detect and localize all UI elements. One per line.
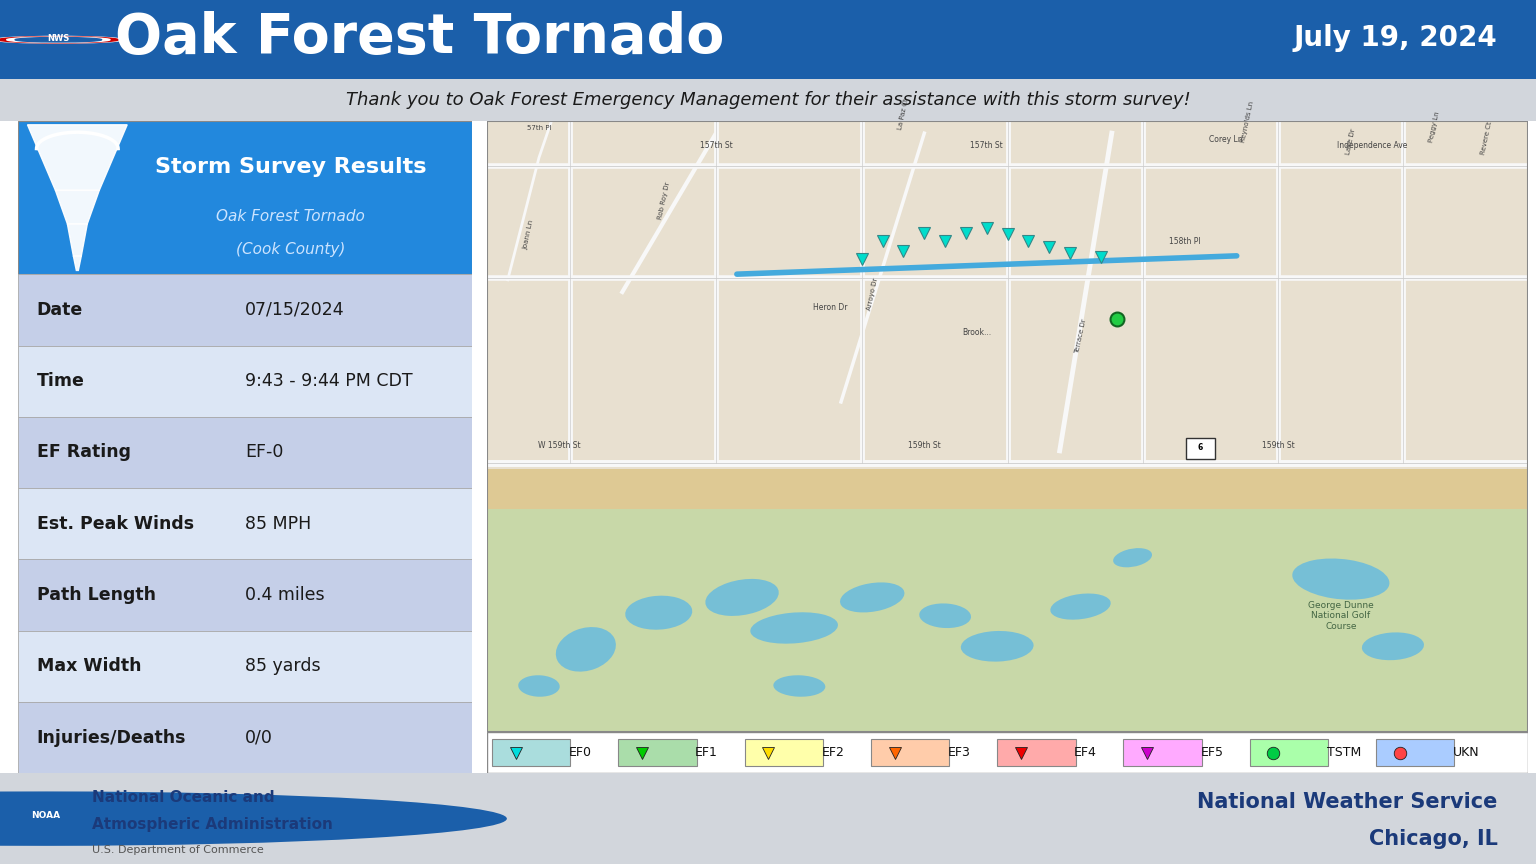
Text: Oak Forest Tornado: Oak Forest Tornado [217,208,364,224]
Text: Brook...: Brook... [962,327,991,337]
Text: 157th St: 157th St [971,141,1003,149]
Text: George Dunne
National Golf
Course: George Dunne National Golf Course [1309,600,1373,631]
Text: Path Length: Path Length [37,586,155,604]
Text: 159th St: 159th St [1263,441,1295,450]
Text: National Oceanic and: National Oceanic and [92,791,275,805]
Ellipse shape [556,627,616,671]
Text: EF0: EF0 [568,746,591,759]
Text: Injuries/Deaths: Injuries/Deaths [37,728,186,746]
Text: 07/15/2024: 07/15/2024 [246,301,344,319]
Ellipse shape [625,595,693,630]
Text: U.S. Department of Commerce: U.S. Department of Commerce [92,845,264,855]
Text: Max Width: Max Width [37,658,141,676]
Text: 6: 6 [1198,443,1203,452]
Bar [18,121,472,274]
Text: Atmospheric Administration: Atmospheric Administration [92,817,333,833]
Text: Corey Ln: Corey Ln [1209,135,1243,143]
Circle shape [6,37,111,42]
Text: Time: Time [37,372,84,391]
Text: Thank you to Oak Forest Emergency Management for their assistance with this stor: Thank you to Oak Forest Emergency Manage… [346,92,1190,109]
Ellipse shape [1292,558,1390,600]
Polygon shape [55,190,100,224]
Bar [18,346,472,416]
FancyBboxPatch shape [619,739,697,766]
Text: (Cook County): (Cook County) [235,242,346,257]
Text: TSTM: TSTM [1327,746,1361,759]
Text: 0/0: 0/0 [246,728,273,746]
Bar [18,488,472,559]
Bar [18,274,472,346]
Text: 159th St: 159th St [908,441,940,450]
Text: Rob Roy Dr: Rob Roy Dr [657,181,671,219]
Text: EF Rating: EF Rating [37,443,131,461]
FancyBboxPatch shape [1250,739,1329,766]
Text: 157th St: 157th St [699,141,733,149]
Bar [18,416,472,488]
Text: 85 yards: 85 yards [246,658,321,676]
Text: Independence Ave: Independence Ave [1336,141,1407,149]
Ellipse shape [750,613,839,644]
Text: Reynolds Ln: Reynolds Ln [1240,100,1255,143]
Text: Revere Ct: Revere Ct [1481,121,1493,155]
Bar [487,469,1528,509]
Polygon shape [28,124,127,190]
Ellipse shape [962,631,1034,662]
Text: Date: Date [37,301,83,319]
Ellipse shape [1114,548,1152,568]
Text: NOAA: NOAA [32,810,60,820]
Text: 9:43 - 9:44 PM CDT: 9:43 - 9:44 PM CDT [246,372,413,391]
Text: Oak Forest Tornado: Oak Forest Tornado [115,11,725,65]
Ellipse shape [1362,632,1424,660]
Text: Storm Survey Results: Storm Survey Results [155,157,425,177]
Ellipse shape [919,603,971,628]
Text: July 19, 2024: July 19, 2024 [1293,24,1498,52]
FancyBboxPatch shape [1186,438,1215,459]
Bar [487,509,1528,732]
Text: W 159th St: W 159th St [539,441,581,450]
Polygon shape [74,256,81,270]
Text: National Weather Service: National Weather Service [1197,792,1498,812]
Text: 85 MPH: 85 MPH [246,515,312,533]
FancyBboxPatch shape [871,739,949,766]
Ellipse shape [518,676,559,696]
FancyBboxPatch shape [1376,739,1455,766]
Polygon shape [68,224,88,256]
Circle shape [0,36,118,43]
Text: Terrace Dr: Terrace Dr [1074,318,1087,354]
Text: Heron Dr: Heron Dr [814,303,848,312]
Text: 57th Pl: 57th Pl [527,124,551,130]
Text: UKN: UKN [1453,746,1479,759]
FancyBboxPatch shape [997,739,1075,766]
Text: EF3: EF3 [948,746,971,759]
Bar [18,559,472,631]
Circle shape [0,36,123,43]
Circle shape [15,37,101,42]
Ellipse shape [1051,594,1111,619]
Text: EF4: EF4 [1074,746,1097,759]
FancyBboxPatch shape [745,739,823,766]
Ellipse shape [773,676,825,696]
Text: EF1: EF1 [696,746,717,759]
Text: Est. Peak Winds: Est. Peak Winds [37,515,194,533]
Text: 158th Pl: 158th Pl [1169,237,1201,246]
Circle shape [0,791,507,846]
Text: Joann Ln: Joann Ln [522,219,535,251]
Text: Peggy Ln: Peggy Ln [1428,111,1441,143]
Bar [487,121,1528,469]
Bar [18,702,472,773]
FancyBboxPatch shape [1123,739,1201,766]
FancyBboxPatch shape [492,739,570,766]
Text: Arroyo Dr: Arroyo Dr [866,277,879,311]
Text: Lake Dr: Lake Dr [1346,128,1356,155]
Text: 0.4 miles: 0.4 miles [246,586,324,604]
Text: EF2: EF2 [822,746,845,759]
Text: NWS: NWS [48,35,69,43]
Ellipse shape [840,582,905,613]
Text: Chicago, IL: Chicago, IL [1369,829,1498,848]
Text: La Paz Ct: La Paz Ct [897,98,909,130]
Text: EF-0: EF-0 [246,443,283,461]
Text: EF5: EF5 [1200,746,1223,759]
Ellipse shape [705,579,779,616]
Bar [18,631,472,702]
